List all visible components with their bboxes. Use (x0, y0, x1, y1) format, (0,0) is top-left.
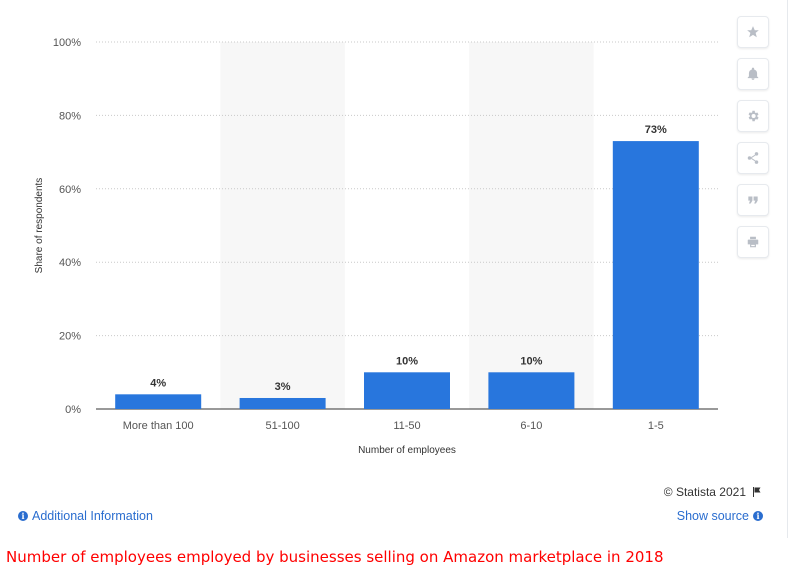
x-tick-label: More than 100 (123, 420, 194, 432)
share-icon (747, 152, 759, 164)
copyright-text: © Statista 2021 (663, 485, 746, 499)
bar (612, 141, 699, 409)
x-tick-label: 1-5 (648, 420, 664, 432)
bar (115, 394, 202, 409)
chart-card: 0% 20% 40% 60% 80% 100% 4% More than 100 3% 51-10… (18, 0, 788, 538)
favorite-button[interactable] (737, 16, 769, 48)
data-label: 4% (150, 377, 166, 389)
additional-information-link[interactable]: i Additional Information (18, 509, 153, 523)
print-icon (747, 236, 759, 248)
bar (239, 397, 326, 409)
y-axis-title: Share of respondents (34, 178, 45, 274)
x-tick-label: 11-50 (393, 420, 420, 432)
x-tick-label: 51-100 (265, 420, 299, 432)
bar (364, 372, 450, 409)
x-axis-title: Number of employees (358, 445, 456, 456)
gear-icon (748, 110, 759, 122)
figure-caption: Number of employees employed by business… (6, 548, 664, 566)
copyright-notice: © Statista 2021 (664, 485, 763, 499)
data-label: 73% (645, 124, 667, 136)
y-tick-label: 0% (65, 404, 81, 416)
bar (488, 372, 575, 409)
data-label: 3% (275, 381, 291, 393)
y-tick-label: 100% (53, 37, 81, 49)
show-source-link[interactable]: Show source i (677, 509, 763, 523)
quote-icon (748, 196, 758, 204)
plot-band (220, 42, 345, 409)
chart-toolbar (737, 16, 769, 268)
cite-button[interactable] (737, 184, 769, 216)
bar-chart: 0% 20% 40% 60% 80% 100% 4% More than 100 3% 51-10… (34, 37, 718, 456)
settings-button[interactable] (737, 100, 769, 132)
y-tick-label: 20% (59, 331, 81, 343)
additional-information-label: Additional Information (32, 509, 153, 523)
plot-band (469, 42, 594, 409)
data-label: 10% (396, 355, 418, 367)
y-tick-label: 40% (59, 257, 81, 269)
info-icon: i (18, 511, 28, 521)
data-label: 10% (520, 355, 542, 367)
x-tick-label: 6-10 (520, 420, 542, 432)
info-icon: i (753, 511, 763, 521)
print-button[interactable] (737, 226, 769, 258)
show-source-label: Show source (676, 509, 749, 523)
notification-button[interactable] (737, 58, 769, 90)
share-button[interactable] (737, 142, 769, 174)
bell-icon (747, 67, 759, 80)
flag-icon (753, 487, 761, 497)
y-tick-label: 80% (59, 110, 81, 122)
y-tick-label: 60% (59, 184, 81, 196)
star-icon (747, 26, 759, 38)
